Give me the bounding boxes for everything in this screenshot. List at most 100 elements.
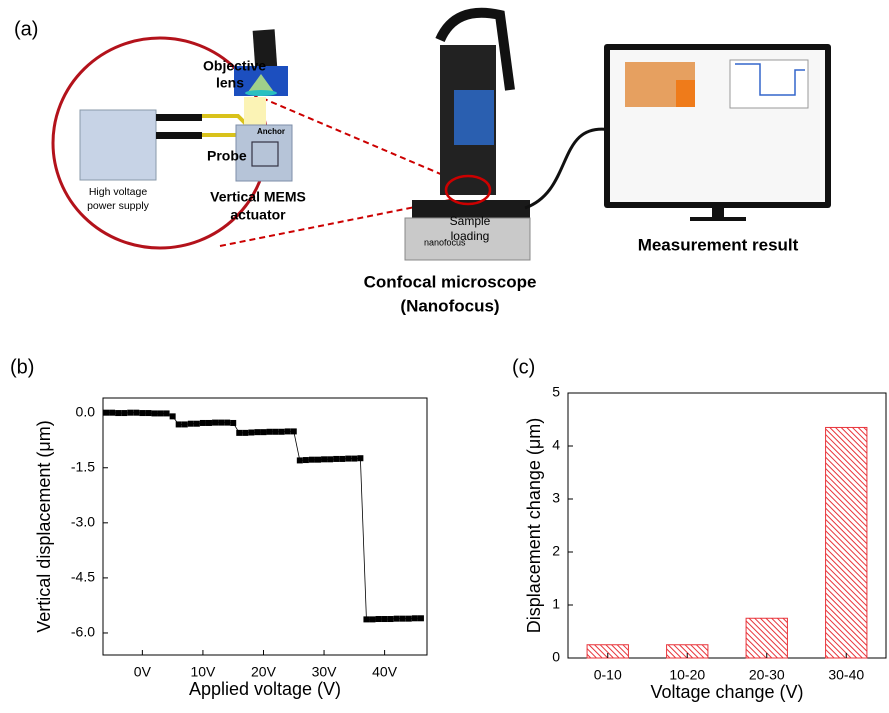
marker <box>388 616 394 622</box>
marker <box>418 615 424 621</box>
x-axis-label: Applied voltage (V) <box>189 679 341 699</box>
panel-a: (a) Objective lens Anchor Probe High vol… <box>14 13 831 316</box>
lens-glass <box>245 90 277 96</box>
marker <box>212 420 218 426</box>
marker <box>303 457 309 463</box>
y-tick-label: 2 <box>552 543 560 559</box>
marker <box>127 410 133 416</box>
marker <box>345 456 351 462</box>
marker <box>285 428 291 434</box>
marker <box>279 429 285 435</box>
x-tick-label: 10V <box>190 664 216 680</box>
label: Sample <box>450 214 491 228</box>
marker <box>224 420 230 426</box>
marker <box>363 616 369 622</box>
x-tick-label: 0V <box>134 664 152 680</box>
marker <box>188 421 194 427</box>
label: power supply <box>87 200 150 212</box>
marker <box>273 429 279 435</box>
bar <box>746 618 787 658</box>
marker <box>194 421 200 427</box>
panel-label: (c) <box>512 356 535 378</box>
microscope-head <box>454 90 494 145</box>
y-tick-label: -1.5 <box>71 458 95 474</box>
marker <box>121 410 127 416</box>
marker <box>242 430 248 436</box>
y-axis-label: Vertical displacement (μm) <box>34 420 54 632</box>
marker <box>170 413 176 419</box>
label: Probe <box>207 148 247 164</box>
x-tick-label: 40V <box>372 664 398 680</box>
marker <box>115 410 121 416</box>
y-tick-label: 0.0 <box>76 403 96 419</box>
marker <box>109 410 115 416</box>
marker <box>254 429 260 435</box>
marker <box>327 456 333 462</box>
marker <box>376 616 382 622</box>
cable <box>156 114 202 121</box>
marker <box>260 429 266 435</box>
marker <box>400 616 406 622</box>
marker <box>218 420 224 426</box>
y-tick-label: 5 <box>552 384 560 400</box>
y-tick-label: 0 <box>552 649 560 665</box>
cable <box>156 132 202 139</box>
marker <box>351 456 357 462</box>
screen-image <box>676 80 695 107</box>
light-beam <box>244 97 266 127</box>
marker <box>315 457 321 463</box>
y-tick-label: 4 <box>552 437 560 453</box>
marker <box>394 616 400 622</box>
label: actuator <box>230 207 286 223</box>
label: Vertical MEMS <box>210 189 306 205</box>
monitor-neck <box>712 208 724 218</box>
y-tick-label: 3 <box>552 490 560 506</box>
y-tick-label: -4.5 <box>71 569 95 585</box>
marker <box>406 616 412 622</box>
marker <box>339 456 345 462</box>
marker <box>236 430 242 436</box>
marker <box>248 430 254 436</box>
data-line <box>106 413 421 620</box>
y-axis-label: Displacement change (μm) <box>524 418 544 633</box>
marker <box>176 421 182 427</box>
label: Objective <box>203 58 266 74</box>
marker <box>158 410 164 416</box>
marker <box>151 410 157 416</box>
marker <box>369 616 375 622</box>
marker <box>182 421 188 427</box>
label: nanofocus <box>424 237 466 247</box>
marker <box>133 410 139 416</box>
marker <box>357 455 363 461</box>
y-tick-label: -3.0 <box>71 514 95 530</box>
label: Confocal microscope <box>364 272 537 291</box>
y-tick-label: 1 <box>552 596 560 612</box>
marker <box>103 410 109 416</box>
marker <box>139 410 145 416</box>
marker <box>333 456 339 462</box>
marker <box>145 410 151 416</box>
marker <box>412 615 418 621</box>
x-tick-label: 10-20 <box>669 667 705 683</box>
marker <box>309 457 315 463</box>
panel-label: (a) <box>14 18 38 40</box>
x-tick-label: 30V <box>312 664 338 680</box>
x-tick-label: 0-10 <box>594 667 622 683</box>
x-tick-label: 20V <box>251 664 277 680</box>
marker <box>321 456 327 462</box>
x-tick-label: 30-40 <box>828 667 864 683</box>
figure: (a) Objective lens Anchor Probe High vol… <box>0 0 889 713</box>
label: Measurement result <box>638 235 799 254</box>
label: lens <box>216 75 244 91</box>
marker <box>200 420 206 426</box>
marker <box>291 428 297 434</box>
y-tick-label: -6.0 <box>71 624 95 640</box>
panel-label: (b) <box>10 356 34 378</box>
x-axis-label: Voltage change (V) <box>650 682 803 702</box>
monitor-stand <box>690 217 746 221</box>
screen-plot <box>730 60 808 108</box>
marker <box>267 429 273 435</box>
label: (Nanofocus) <box>400 296 499 315</box>
cable <box>525 129 612 208</box>
marker <box>206 420 212 426</box>
